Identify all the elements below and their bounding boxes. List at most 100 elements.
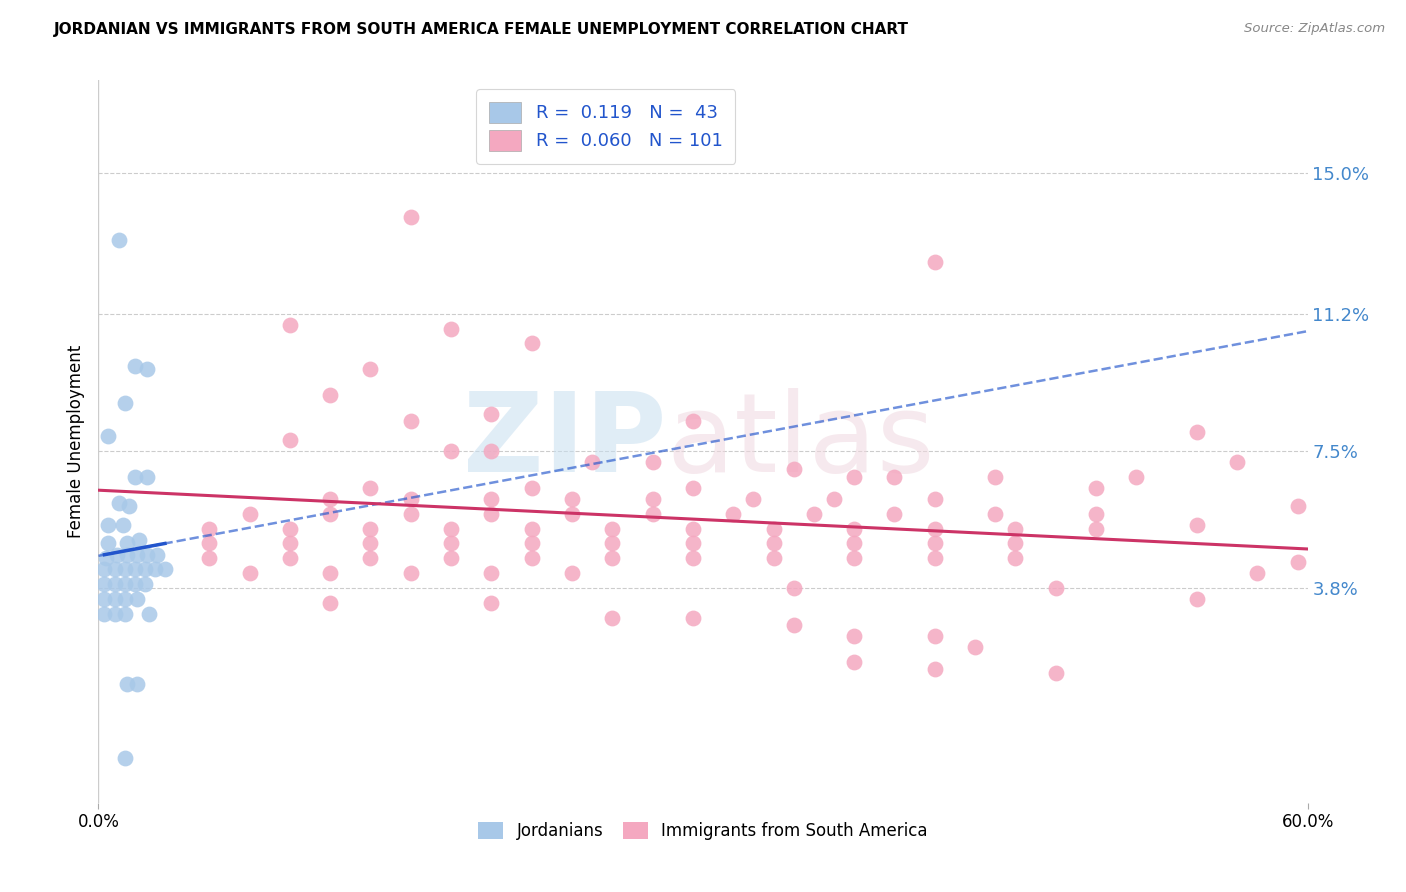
Point (440, 443, 463, 458)
Point (319, 596, 342, 610)
Point (883, 469, 905, 483)
Point (844, 629, 866, 643)
Point (924, 255, 946, 269)
Text: JORDANIAN VS IMMIGRANTS FROM SOUTH AMERICA FEMALE UNEMPLOYMENT CORRELATION CHART: JORDANIAN VS IMMIGRANTS FROM SOUTH AMERI… (53, 22, 908, 37)
Point (399, 491, 422, 506)
Point (124, 562, 146, 576)
Point (124, 359, 146, 373)
Point (138, 607, 160, 621)
Point (844, 522, 866, 536)
Point (682, 551, 704, 566)
Point (278, 433, 301, 447)
Point (440, 522, 463, 536)
Point (844, 551, 866, 566)
Point (93, 577, 115, 591)
Point (114, 592, 136, 607)
Point (965, 640, 987, 655)
Point (924, 629, 946, 643)
Point (742, 491, 765, 506)
Point (124, 577, 146, 591)
Point (399, 507, 422, 521)
Point (360, 551, 382, 566)
Point (319, 566, 342, 580)
Point (641, 507, 664, 521)
Point (198, 522, 221, 536)
Point (278, 551, 301, 566)
Point (114, 751, 136, 765)
Point (602, 610, 624, 624)
Point (723, 507, 745, 521)
Point (561, 507, 583, 521)
Point (239, 507, 262, 521)
Point (114, 607, 136, 621)
Point (198, 536, 221, 550)
Point (124, 469, 146, 483)
Point (1286, 555, 1309, 569)
Point (360, 522, 382, 536)
Point (481, 596, 503, 610)
Point (1185, 592, 1208, 607)
Point (1004, 551, 1026, 566)
Point (762, 551, 785, 566)
Point (1085, 507, 1108, 521)
Text: ZIP: ZIP (464, 388, 666, 495)
Point (924, 662, 946, 676)
Point (1286, 500, 1309, 514)
Point (520, 522, 543, 536)
Point (561, 566, 583, 580)
Point (924, 536, 946, 550)
Point (93, 592, 115, 607)
Point (1125, 469, 1147, 483)
Point (97, 429, 120, 443)
Point (641, 491, 664, 506)
Point (481, 491, 503, 506)
Point (682, 522, 704, 536)
Point (114, 395, 136, 409)
Point (360, 362, 382, 376)
Point (481, 507, 503, 521)
Point (360, 481, 382, 495)
Point (844, 655, 866, 669)
Point (440, 551, 463, 566)
Point (135, 362, 157, 376)
Point (520, 551, 543, 566)
Point (399, 211, 422, 225)
Point (93, 562, 115, 576)
Point (97, 517, 120, 532)
Point (107, 496, 129, 510)
Point (1004, 536, 1026, 550)
Point (134, 577, 156, 591)
Point (520, 336, 543, 351)
Point (581, 455, 603, 469)
Point (146, 548, 169, 562)
Point (924, 491, 946, 506)
Point (1085, 481, 1108, 495)
Point (153, 562, 176, 576)
Point (278, 318, 301, 332)
Point (682, 610, 704, 624)
Point (984, 507, 1007, 521)
Point (239, 566, 262, 580)
Point (602, 522, 624, 536)
Point (115, 536, 138, 550)
Point (114, 577, 136, 591)
Point (783, 581, 806, 595)
Point (93, 607, 115, 621)
Point (924, 522, 946, 536)
Point (319, 491, 342, 506)
Point (399, 414, 422, 428)
Point (319, 507, 342, 521)
Point (103, 607, 125, 621)
Point (1045, 581, 1067, 595)
Point (924, 551, 946, 566)
Point (1004, 522, 1026, 536)
Point (883, 507, 905, 521)
Point (783, 462, 806, 476)
Point (399, 566, 422, 580)
Point (823, 491, 845, 506)
Point (105, 548, 128, 562)
Point (103, 592, 125, 607)
Point (97, 536, 120, 550)
Point (115, 548, 138, 562)
Point (103, 577, 125, 591)
